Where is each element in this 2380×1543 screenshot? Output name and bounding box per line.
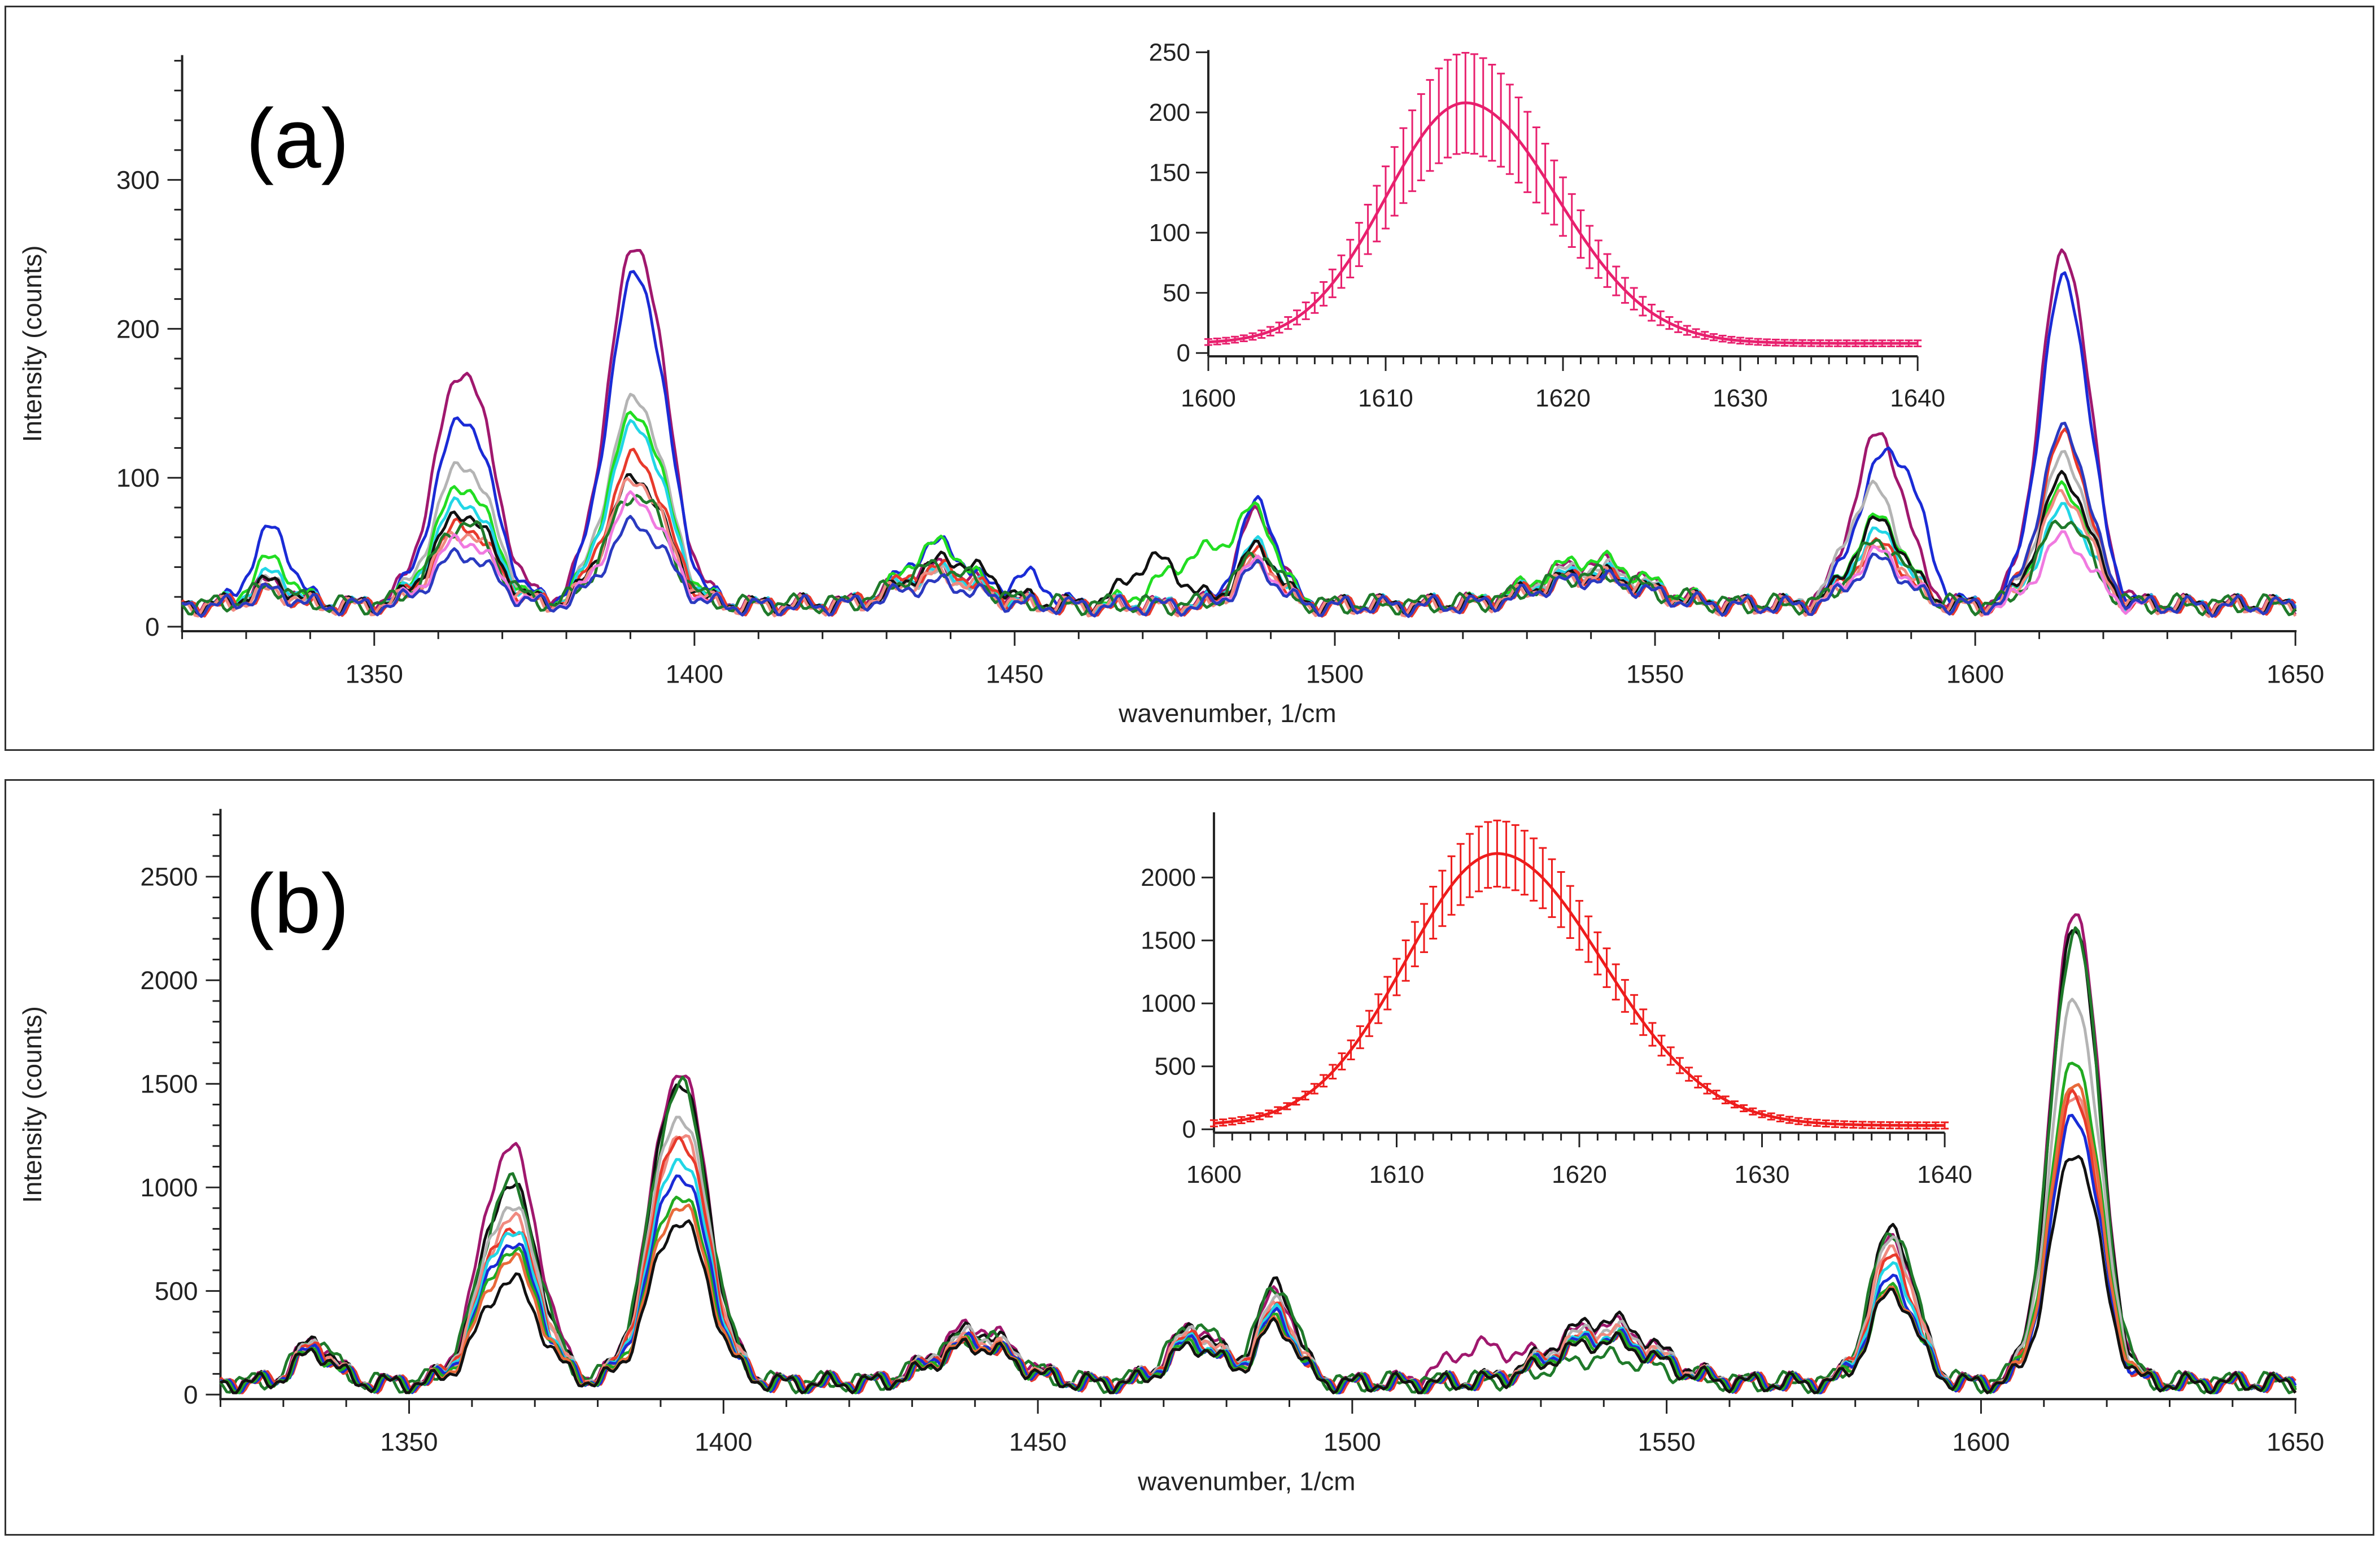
inset-background bbox=[1084, 797, 1968, 1208]
series-black2-line bbox=[220, 1155, 2297, 1395]
x-axis-title: wavenumber, 1/cm bbox=[1118, 698, 1336, 728]
x-tick-label: 1350 bbox=[346, 659, 403, 689]
x-tick-label: 1450 bbox=[986, 659, 1043, 689]
inset-y-tick-label: 50 bbox=[1163, 279, 1190, 307]
panel-label: (a) bbox=[246, 91, 349, 186]
inset-y-tick-label: 0 bbox=[1177, 339, 1190, 367]
inset-y-tick-label: 500 bbox=[1155, 1053, 1196, 1081]
x-tick-label: 1600 bbox=[1946, 659, 2004, 689]
series-darkgreen-line bbox=[181, 493, 2297, 617]
inset-x-tick-label: 1630 bbox=[1713, 384, 1768, 412]
series-navy-line bbox=[181, 421, 2297, 618]
y-tick-label: 300 bbox=[116, 165, 160, 195]
y-tick-label: 2000 bbox=[140, 965, 198, 995]
inset-x-tick-label: 1600 bbox=[1181, 384, 1236, 412]
panel-label: (b) bbox=[246, 856, 349, 951]
inset-y-tick-label: 1500 bbox=[1141, 927, 1196, 955]
inset-x-tick-label: 1600 bbox=[1186, 1161, 1242, 1188]
x-tick-label: 1500 bbox=[1306, 659, 1364, 689]
inset-x-tick-label: 1630 bbox=[1735, 1161, 1790, 1188]
inset-x-tick-label: 1620 bbox=[1552, 1161, 1607, 1188]
y-axis-title: Intensity (counts) bbox=[18, 1006, 47, 1203]
x-tick-label: 1650 bbox=[2267, 1427, 2324, 1457]
y-tick-label: 500 bbox=[155, 1277, 198, 1306]
y-axis-title: Intensity (counts) bbox=[18, 245, 47, 442]
inset-x-tick-label: 1610 bbox=[1369, 1161, 1425, 1188]
inset-y-tick-label: 150 bbox=[1149, 159, 1190, 187]
y-tick-label: 1500 bbox=[140, 1069, 198, 1099]
x-tick-label: 1400 bbox=[695, 1427, 752, 1457]
inset-x-tick-label: 1640 bbox=[1890, 384, 1945, 412]
inset-x-tick-label: 1610 bbox=[1358, 384, 1413, 412]
inset-y-tick-label: 100 bbox=[1149, 219, 1190, 247]
x-tick-label: 1500 bbox=[1324, 1427, 1381, 1457]
x-tick-label: 1600 bbox=[1952, 1427, 2010, 1457]
chart-b: 0 500 1000 1500 2000 2500 1350 1400 1450 1500 1550… bbox=[18, 797, 2324, 1496]
y-tick-label: 1000 bbox=[140, 1173, 198, 1202]
x-axis-title: wavenumber, 1/cm bbox=[1137, 1466, 1355, 1496]
inset-y-tick-label: 0 bbox=[1182, 1116, 1196, 1143]
x-tick-label: 1400 bbox=[666, 659, 723, 689]
x-tick-label: 1350 bbox=[380, 1427, 438, 1457]
x-tick-label: 1450 bbox=[1009, 1427, 1067, 1457]
inset-y-tick-label: 1000 bbox=[1141, 990, 1196, 1017]
inset-y-tick-label: 200 bbox=[1149, 99, 1190, 126]
panel-a: 0 100 200 300 1350 1400 1450 1500 1550 1600 1650 wa… bbox=[5, 6, 2374, 751]
inset-y-tick-label: 250 bbox=[1149, 39, 1190, 67]
y-tick-label: 2500 bbox=[140, 862, 198, 891]
panel-b: 0 500 1000 1500 2000 2500 1350 1400 1450 1500 1550… bbox=[5, 779, 2374, 1536]
x-tick-label: 1550 bbox=[1638, 1427, 1696, 1457]
inset-y-tick-label: 2000 bbox=[1141, 864, 1196, 891]
y-tick-label: 200 bbox=[116, 314, 160, 343]
y-tick-label: 0 bbox=[184, 1380, 198, 1409]
y-tick-label: 0 bbox=[145, 612, 160, 641]
x-tick-label: 1550 bbox=[1626, 659, 1684, 689]
y-tick-label: 100 bbox=[116, 463, 160, 492]
inset-x-tick-label: 1620 bbox=[1535, 384, 1591, 412]
inset-x-tick-label: 1640 bbox=[1917, 1161, 1972, 1188]
x-tick-label: 1650 bbox=[2267, 659, 2324, 689]
